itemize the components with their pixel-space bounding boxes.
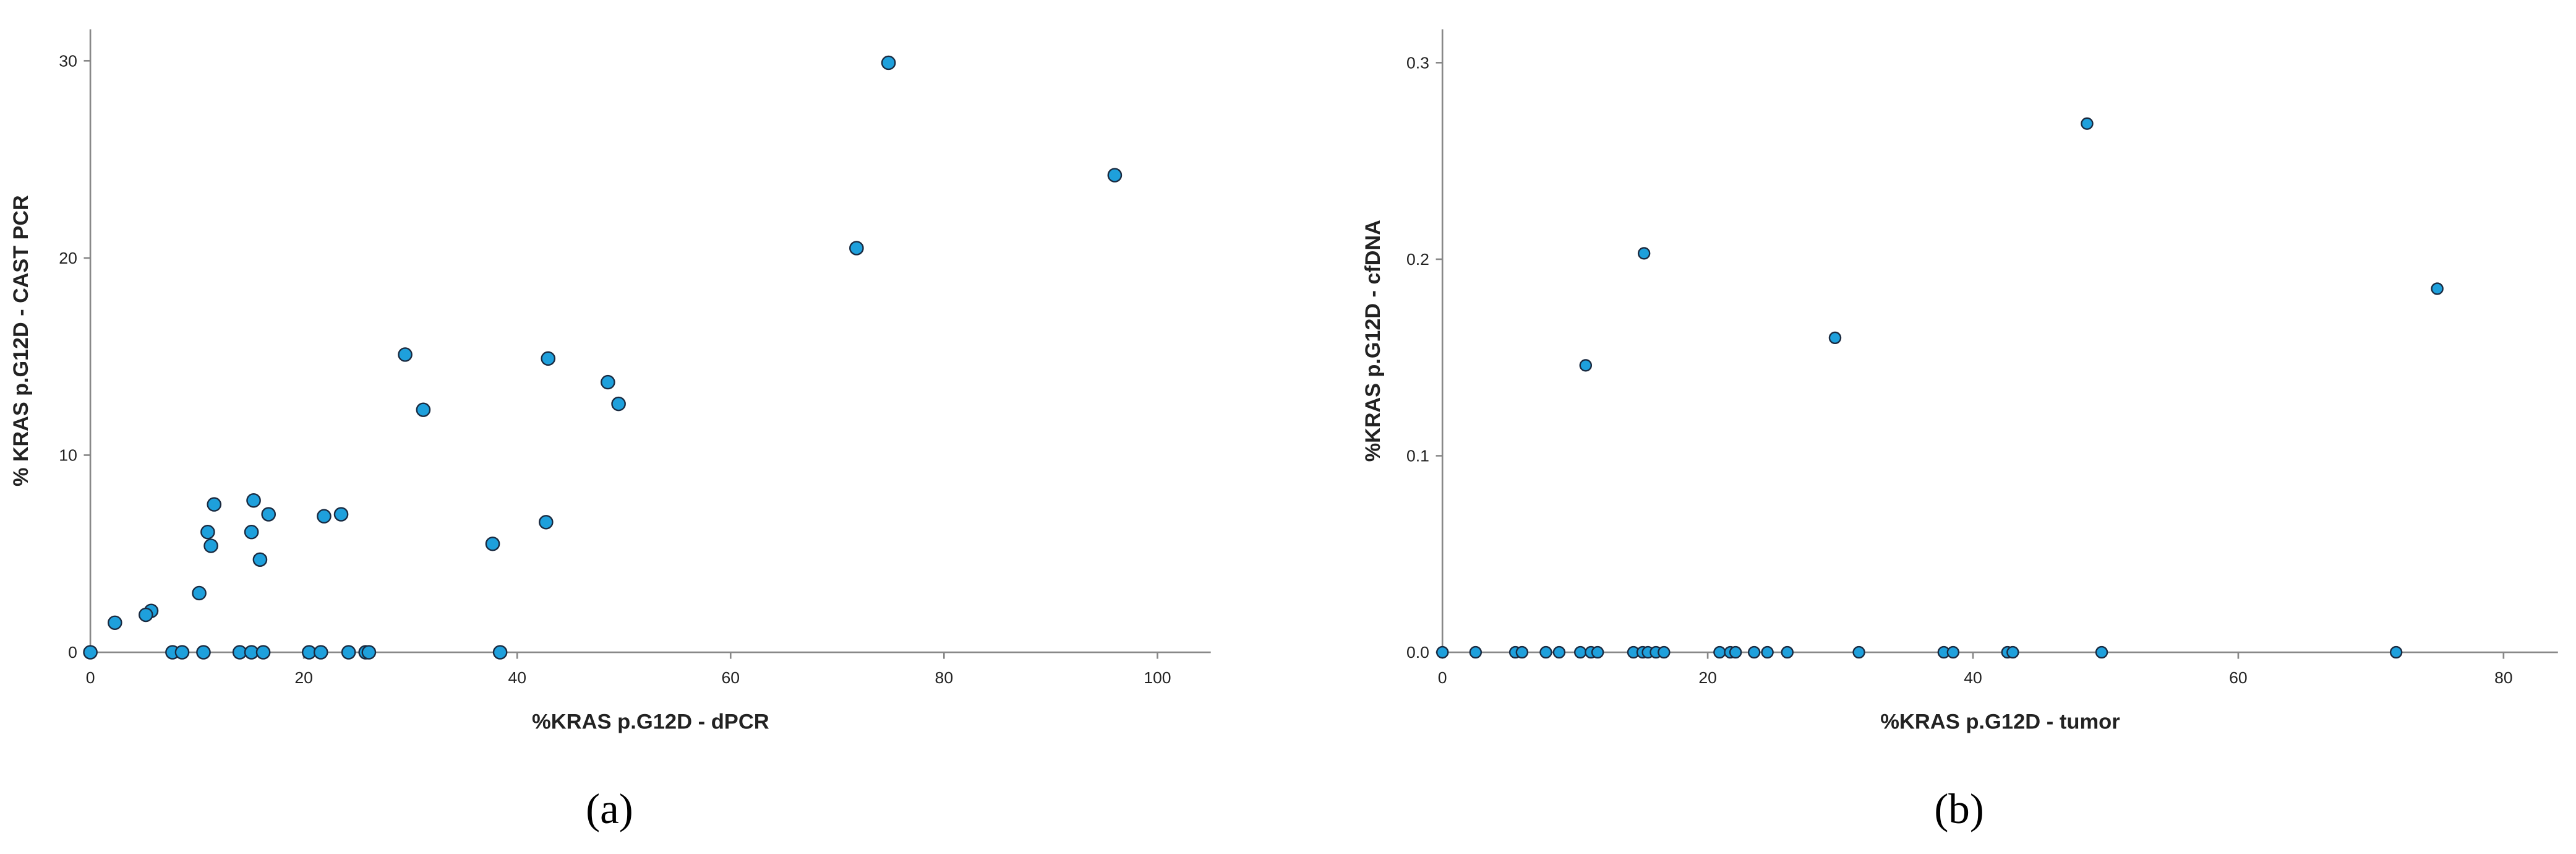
x-tick-label: 0 <box>1438 668 1447 687</box>
point <box>601 374 615 390</box>
point <box>1658 645 1671 659</box>
x-tick-label: 100 <box>1144 668 1171 687</box>
point <box>2431 282 2444 295</box>
point <box>138 607 153 623</box>
point <box>1469 645 1483 659</box>
y-tick-label: 10 <box>59 446 77 465</box>
x-tick-label: 0 <box>86 668 95 687</box>
point <box>313 645 328 660</box>
point <box>361 645 377 660</box>
point <box>261 507 276 522</box>
y-axis-title: % KRAS p.G12D - CAST PCR <box>9 195 33 486</box>
point <box>174 645 190 660</box>
point <box>246 493 261 508</box>
panel-label: (a) <box>586 785 633 832</box>
point <box>1781 645 1794 659</box>
point <box>1637 247 1651 260</box>
point <box>192 585 207 601</box>
point <box>2095 645 2108 659</box>
point <box>1852 645 1865 659</box>
point <box>2389 645 2403 659</box>
point <box>1713 645 1726 659</box>
point <box>1828 331 1842 345</box>
point <box>333 507 349 522</box>
point <box>207 497 222 512</box>
x-tick-label: 40 <box>1964 668 1982 687</box>
x-tick-label: 80 <box>935 668 954 687</box>
x-tick-label: 80 <box>2494 668 2513 687</box>
point <box>492 645 508 660</box>
point <box>849 241 864 256</box>
y-tick-label: 20 <box>59 249 77 267</box>
point <box>1515 645 1529 659</box>
x-axis-title: %KRAS p.G12D - tumor <box>1880 710 2120 734</box>
point <box>1761 645 1774 659</box>
y-tick-label: 0.0 <box>1406 643 1429 662</box>
x-axis-title: %KRAS p.G12D - dPCR <box>532 710 769 734</box>
point <box>538 515 554 530</box>
y-axis-title: %KRAS p.G12D - cfDNA <box>1361 220 1385 462</box>
y-tick-label: 30 <box>59 52 77 71</box>
point <box>1591 645 1604 659</box>
point <box>1539 645 1552 659</box>
y-tick-label: 0.2 <box>1406 250 1429 269</box>
point <box>485 537 500 551</box>
y-tick-label: 0 <box>68 643 77 662</box>
x-tick-label: 60 <box>722 668 740 687</box>
point <box>1946 645 1960 659</box>
point <box>203 538 218 553</box>
point <box>541 351 556 366</box>
point <box>398 347 413 362</box>
point <box>881 55 896 71</box>
point <box>255 645 271 660</box>
point <box>196 645 211 660</box>
point <box>200 525 215 540</box>
point <box>1436 645 1449 659</box>
point <box>611 396 626 412</box>
point <box>244 525 259 540</box>
point <box>1579 359 1593 372</box>
y-tick-label: 0.1 <box>1406 447 1429 465</box>
point <box>107 615 122 630</box>
point <box>1729 645 1742 659</box>
point <box>1107 168 1123 183</box>
point <box>1552 645 1566 659</box>
x-tick-label: 20 <box>294 668 313 687</box>
x-tick-label: 40 <box>508 668 526 687</box>
point <box>2081 117 2094 130</box>
point <box>1747 645 1761 659</box>
point <box>416 402 431 417</box>
point <box>83 645 98 660</box>
point <box>1573 645 1587 659</box>
point <box>2006 645 2019 659</box>
point <box>341 645 356 660</box>
x-tick-label: 60 <box>2229 668 2248 687</box>
point <box>317 509 332 524</box>
x-tick-label: 20 <box>1698 668 1717 687</box>
panel-label: (b) <box>1934 785 1984 832</box>
point <box>252 552 268 567</box>
y-tick-label: 0.3 <box>1406 54 1429 72</box>
